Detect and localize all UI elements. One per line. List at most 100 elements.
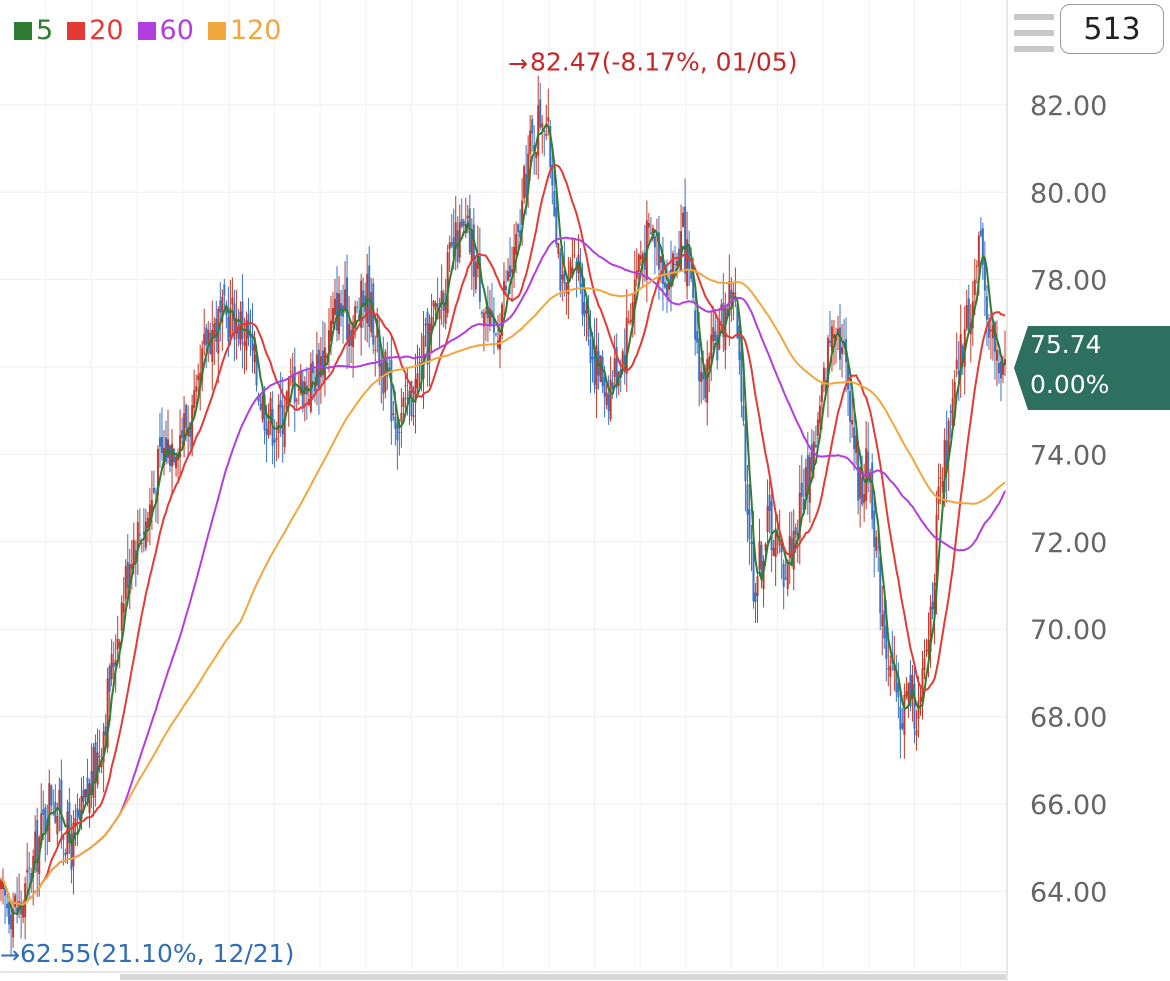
candle-body bbox=[321, 350, 324, 376]
candle-body bbox=[637, 254, 640, 272]
candle bbox=[754, 582, 757, 624]
candle bbox=[54, 784, 57, 824]
candle-body bbox=[181, 430, 184, 438]
candle-body bbox=[839, 327, 842, 360]
candle-body bbox=[665, 283, 668, 297]
candle-body bbox=[199, 372, 202, 388]
candle bbox=[901, 708, 904, 731]
candle bbox=[625, 289, 628, 392]
candle bbox=[426, 307, 429, 387]
candle-body bbox=[201, 348, 204, 382]
candle bbox=[108, 663, 111, 713]
candle bbox=[424, 317, 427, 347]
candle bbox=[507, 257, 510, 283]
legend-item-ma120[interactable]: 120 bbox=[207, 14, 281, 48]
grid-lines bbox=[0, 0, 1006, 970]
candle bbox=[193, 369, 196, 417]
candle-body bbox=[227, 316, 230, 342]
candle-body bbox=[549, 126, 552, 168]
candle-body bbox=[983, 258, 986, 291]
candle-body bbox=[979, 230, 982, 236]
candle-body bbox=[404, 385, 407, 387]
candle bbox=[999, 353, 1002, 402]
candle-body bbox=[243, 341, 246, 346]
candle bbox=[257, 392, 260, 406]
candle-body bbox=[317, 349, 320, 388]
candle bbox=[251, 303, 254, 374]
candle-body bbox=[836, 328, 839, 336]
candle bbox=[706, 340, 709, 426]
candle bbox=[4, 883, 7, 925]
candle bbox=[235, 290, 238, 360]
candle-body bbox=[505, 285, 508, 291]
candle bbox=[639, 240, 642, 267]
candle-body bbox=[325, 355, 328, 358]
candle-body bbox=[229, 307, 232, 338]
candle bbox=[531, 114, 534, 152]
candle bbox=[350, 322, 353, 364]
candle bbox=[734, 267, 737, 308]
candle-body bbox=[390, 359, 393, 422]
candle-body bbox=[189, 422, 192, 437]
candle bbox=[913, 661, 916, 744]
candle bbox=[408, 386, 411, 426]
candle bbox=[881, 585, 884, 656]
candle-body bbox=[559, 252, 562, 291]
candle-body bbox=[563, 270, 566, 284]
candle-body bbox=[569, 261, 572, 278]
candle bbox=[595, 317, 598, 419]
candle-body bbox=[472, 224, 475, 277]
candle bbox=[784, 559, 787, 581]
period-selector[interactable]: 513 bbox=[1060, 4, 1164, 54]
candle bbox=[557, 242, 560, 259]
candle-body bbox=[539, 99, 542, 128]
candle bbox=[539, 82, 542, 131]
price-axis: 82.0080.0078.0076.0074.0072.0070.0068.00… bbox=[0, 0, 1107, 981]
candle-body bbox=[533, 144, 536, 152]
candle-body bbox=[756, 576, 759, 597]
candle-body bbox=[68, 802, 71, 843]
candle-body bbox=[601, 356, 604, 387]
candle bbox=[42, 790, 45, 840]
candle-body bbox=[408, 390, 411, 398]
legend-item-ma20[interactable]: 20 bbox=[67, 14, 124, 48]
candle bbox=[199, 344, 202, 411]
candle bbox=[283, 396, 286, 455]
arrow-icon: → bbox=[0, 941, 20, 969]
candle bbox=[615, 333, 618, 399]
candle-body bbox=[126, 561, 129, 588]
candle bbox=[70, 815, 73, 884]
candle-body bbox=[231, 297, 234, 305]
candle-body bbox=[207, 329, 210, 345]
candle bbox=[969, 304, 972, 363]
candle-body bbox=[175, 456, 178, 469]
candle bbox=[841, 323, 844, 378]
candle-body bbox=[871, 462, 874, 520]
candle bbox=[138, 508, 141, 545]
candle-body bbox=[265, 428, 268, 435]
candle-body bbox=[722, 303, 725, 338]
candle-body bbox=[6, 903, 9, 909]
candle-body bbox=[169, 445, 172, 466]
legend-item-ma5[interactable]: 5 bbox=[14, 14, 53, 48]
candle-body bbox=[561, 274, 564, 280]
candle-body bbox=[696, 331, 699, 343]
candle bbox=[370, 277, 373, 338]
candle-body bbox=[806, 455, 809, 495]
candle-body bbox=[158, 437, 161, 447]
candle bbox=[10, 908, 13, 955]
candle-body bbox=[20, 902, 23, 915]
menu-icon[interactable] bbox=[1014, 14, 1054, 52]
candle-body bbox=[609, 379, 612, 420]
candle bbox=[965, 289, 968, 331]
candle bbox=[623, 328, 626, 385]
candle-body bbox=[484, 311, 487, 314]
candle bbox=[736, 303, 739, 339]
legend-item-ma60[interactable]: 60 bbox=[137, 14, 194, 48]
legend-swatch bbox=[67, 22, 86, 40]
candle-body bbox=[800, 482, 803, 497]
candle-body bbox=[476, 255, 479, 269]
candle bbox=[899, 689, 902, 759]
candle bbox=[585, 300, 588, 342]
candle-body bbox=[396, 423, 399, 441]
